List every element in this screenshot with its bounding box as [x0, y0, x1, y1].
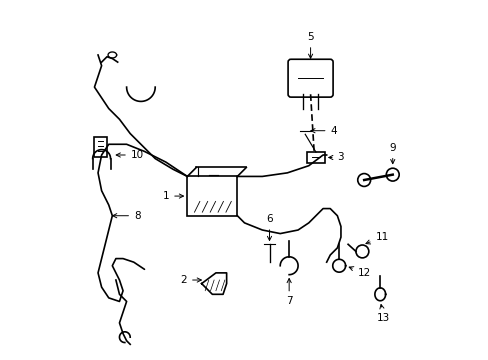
Text: 2: 2 — [180, 275, 201, 285]
Text: 1: 1 — [163, 191, 183, 201]
Text: 6: 6 — [265, 214, 272, 240]
Text: 10: 10 — [116, 150, 143, 160]
Text: 13: 13 — [376, 305, 389, 323]
Text: 4: 4 — [310, 126, 336, 136]
Text: 12: 12 — [348, 267, 370, 278]
Text: 7: 7 — [285, 279, 292, 306]
Text: 11: 11 — [365, 232, 388, 244]
Text: 5: 5 — [306, 32, 313, 58]
Text: 3: 3 — [328, 153, 344, 162]
Text: 8: 8 — [112, 211, 141, 221]
Text: 9: 9 — [388, 143, 395, 164]
